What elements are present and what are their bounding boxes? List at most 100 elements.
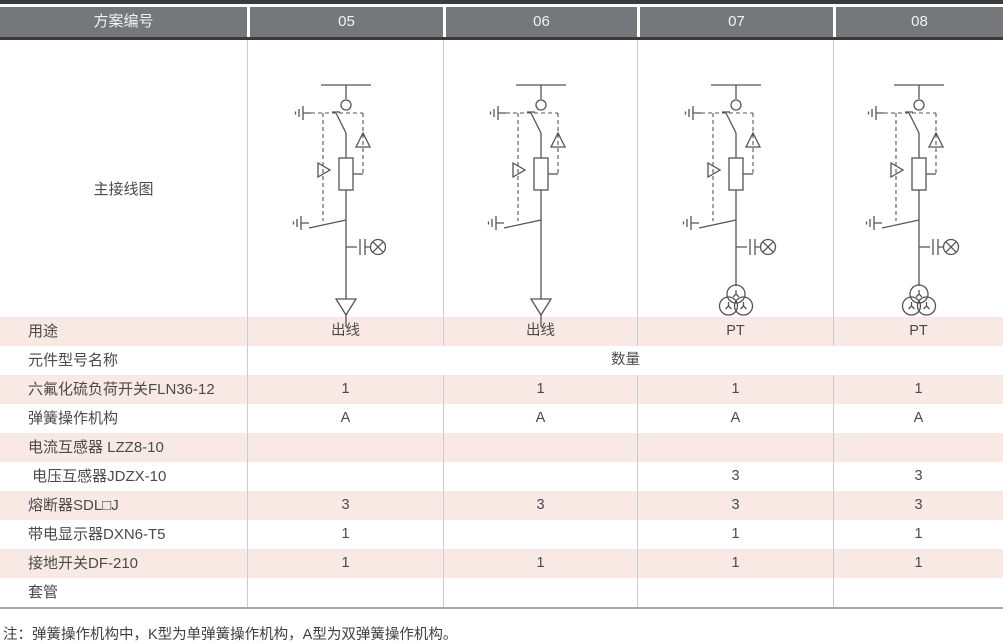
row-label: 接地开关DF-210 [28, 555, 139, 572]
main-circuit-diagram-08 [865, 84, 959, 316]
main-circuit-diagram-06 [487, 84, 566, 327]
voltage-transformer-symbol [718, 280, 753, 316]
table-row-load-switch: 六氟化硫负荷开关FLN36-12 1 1 1 1 [0, 375, 1003, 404]
table-row-component-name: 元件型号名称 数量 [0, 346, 1003, 375]
load-switch-blade [331, 111, 347, 134]
row-label: 电流互感器 LZZ8-10 [28, 439, 164, 456]
cell-value: 1 [833, 520, 1003, 549]
interlock-triangle-left [511, 161, 526, 179]
row-label: 弹簧操作机构 [28, 410, 119, 427]
diagram-cell-05 [247, 40, 443, 337]
interlock-linkage [310, 112, 364, 221]
outgoing-cable-terminal [529, 280, 552, 327]
cell-value [247, 462, 443, 491]
table-row-voltage-transformer: 电压互感器JDZX-10 3 3 [0, 462, 1003, 491]
table-row-fuse: 熔断器SDL□J 3 3 3 3 [0, 491, 1003, 520]
cell-value: 1 [247, 375, 443, 404]
bushing-contact [339, 99, 352, 111]
cell-value: A [637, 404, 833, 433]
live-display-lamp [345, 238, 386, 256]
load-switch-blade [904, 111, 920, 134]
interlock-triangle-left [706, 161, 721, 179]
main-circuit-diagram-07 [682, 84, 776, 316]
interlock-triangle-right [549, 131, 566, 148]
footnote: 注：弹簧操作机构中，K型为单弹簧操作机构，A型为双弹簧操作机构。 [3, 627, 458, 643]
diagram-cell-07 [637, 40, 833, 337]
bushing-contact [729, 99, 742, 111]
cell-value: A [833, 404, 1003, 433]
cell-value: 3 [833, 491, 1003, 520]
cell-value: 1 [247, 520, 443, 549]
cell-value: 1 [247, 549, 443, 578]
cell-value: 1 [443, 549, 637, 578]
cell-value: 3 [637, 491, 833, 520]
busbar [515, 84, 566, 99]
cell-value: 3 [443, 491, 637, 520]
earth-switch-top [294, 106, 311, 120]
interlock-triangle-left [889, 161, 904, 179]
diagram-cell-06 [443, 40, 637, 337]
interlock-triangle-right [927, 131, 944, 148]
header-scheme-number-label: 方案编号 [93, 13, 154, 30]
cell-value: 1 [833, 375, 1003, 404]
table-row-earthing-switch: 接地开关DF-210 1 1 1 1 [0, 549, 1003, 578]
row-label: 元件型号名称 [28, 352, 119, 369]
bushing-contact [534, 99, 547, 111]
earth-switch-top [867, 106, 884, 120]
cell-value [443, 433, 637, 462]
cell-value [247, 433, 443, 462]
cell-value: A [443, 404, 637, 433]
earth-switch-bottom [292, 216, 346, 230]
table-header-row: 方案编号 05 06 07 08 [0, 7, 1003, 40]
scheme-table: 方案编号 05 06 07 08 主接线图 [0, 0, 1003, 609]
table-row-usage: 用途 出线 出线 PT PT [0, 317, 1003, 346]
cell-value: 1 [833, 549, 1003, 578]
cell-value [247, 578, 443, 607]
cell-value: 1 [637, 549, 833, 578]
earth-switch-bottom [682, 216, 736, 230]
interlock-triangle-right [744, 131, 761, 148]
cell-value: A [247, 404, 443, 433]
load-switch-blade [721, 111, 737, 134]
table-row-live-display: 带电显示器DXN6-T5 1 1 1 [0, 520, 1003, 549]
earth-switch-bottom [487, 216, 541, 230]
row-label: 电压互感器JDZX-10 [28, 468, 167, 485]
bushing-contact [912, 99, 925, 111]
live-display-lamp [918, 238, 959, 256]
cell-value [637, 578, 833, 607]
row-label: 带电显示器DXN6-T5 [28, 526, 166, 543]
busbar [893, 84, 944, 99]
cell-value [833, 433, 1003, 462]
cell-value: 3 [637, 462, 833, 491]
row-label: 用途 [28, 323, 59, 340]
cell-value: 1 [637, 520, 833, 549]
cell-value: 1 [637, 375, 833, 404]
row-label: 六氟化硫负荷开关FLN36-12 [28, 381, 215, 398]
interlock-linkage [700, 112, 754, 221]
cell-value: 出线 [443, 317, 637, 346]
header-scheme-06: 06 [443, 7, 637, 37]
diagram-row-label: 主接线图 [93, 181, 154, 198]
cell-value [833, 578, 1003, 607]
earth-switch-top [489, 106, 506, 120]
table-row-spring-mechanism: 弹簧操作机构 A A A A [0, 404, 1003, 433]
voltage-transformer-symbol [901, 280, 936, 316]
load-switch-blade [526, 111, 542, 134]
diagram-cell-08 [833, 40, 1003, 337]
cell-value: 3 [833, 462, 1003, 491]
header-scheme-08: 08 [833, 7, 1003, 37]
cell-value: 1 [443, 375, 637, 404]
cell-value [443, 578, 637, 607]
cell-value: 出线 [247, 317, 443, 346]
main-circuit-diagram-05 [292, 84, 386, 327]
earth-switch-top [684, 106, 701, 120]
cell-value: PT [833, 317, 1003, 346]
outgoing-cable-terminal [334, 280, 357, 327]
cell-value: 3 [247, 491, 443, 520]
cell-value: PT [637, 317, 833, 346]
interlock-linkage [883, 112, 937, 221]
interlock-triangle-left [316, 161, 331, 179]
fuse [337, 157, 354, 191]
quantity-span-cell: 数量 [247, 346, 1003, 375]
table-row-bushing: 套管 [0, 578, 1003, 609]
